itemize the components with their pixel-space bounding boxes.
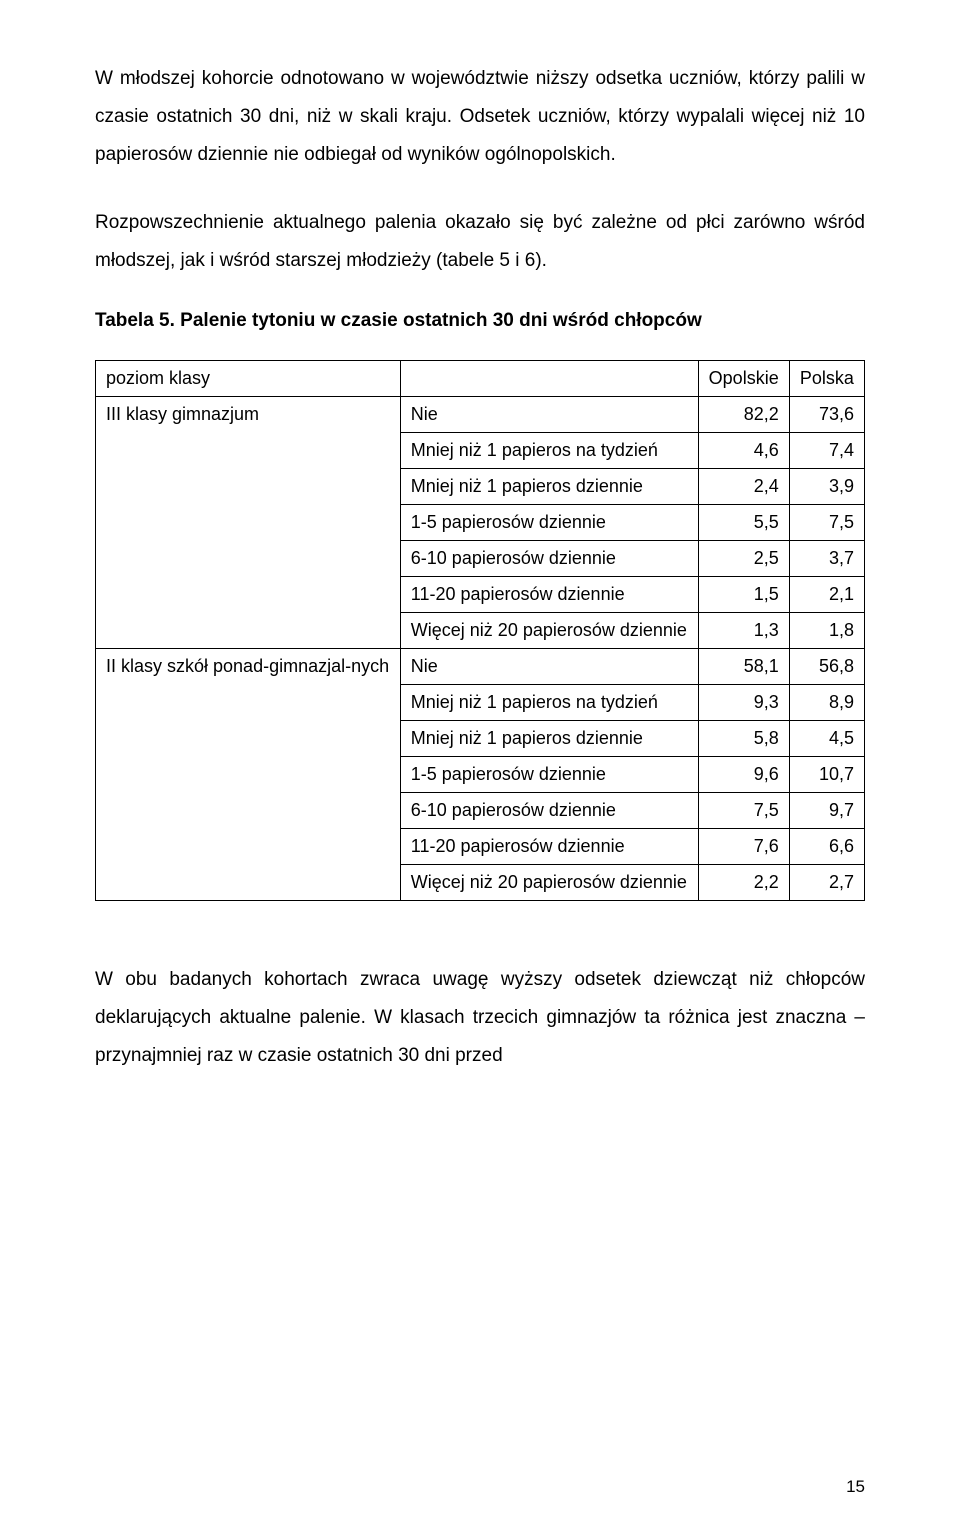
cell-value: 7,5 xyxy=(698,793,789,829)
cell-value: 1,3 xyxy=(698,613,789,649)
col-header-polska: Polska xyxy=(789,361,864,397)
row-label: Więcej niż 20 papierosów dziennie xyxy=(400,613,698,649)
cell-value: 7,5 xyxy=(789,505,864,541)
row-label: 1-5 papierosów dziennie xyxy=(400,505,698,541)
page-number: 15 xyxy=(846,1477,865,1497)
cell-value: 3,7 xyxy=(789,541,864,577)
cell-value: 2,7 xyxy=(789,865,864,901)
col-header-opolskie: Opolskie xyxy=(698,361,789,397)
row-label: Mniej niż 1 papieros na tydzień xyxy=(400,685,698,721)
row-label: 6-10 papierosów dziennie xyxy=(400,541,698,577)
row-label: Mniej niż 1 papieros dziennie xyxy=(400,469,698,505)
cell-value: 4,5 xyxy=(789,721,864,757)
cell-value: 2,2 xyxy=(698,865,789,901)
cell-value: 1,8 xyxy=(789,613,864,649)
row-label: 6-10 papierosów dziennie xyxy=(400,793,698,829)
row-label: Nie xyxy=(400,397,698,433)
row-label: Więcej niż 20 papierosów dziennie xyxy=(400,865,698,901)
cell-value: 3,9 xyxy=(789,469,864,505)
table-header-row: poziom klasy Opolskie Polska xyxy=(96,361,865,397)
page: W młodszej kohorcie odnotowano w wojewód… xyxy=(0,0,960,1537)
cell-value: 2,4 xyxy=(698,469,789,505)
cell-value: 2,5 xyxy=(698,541,789,577)
row-label: Mniej niż 1 papieros na tydzień xyxy=(400,433,698,469)
table-row: III klasy gimnazjum Nie 82,2 73,6 xyxy=(96,397,865,433)
cell-value: 73,6 xyxy=(789,397,864,433)
cell-value: 10,7 xyxy=(789,757,864,793)
cell-value: 7,6 xyxy=(698,829,789,865)
paragraph-3: W obu badanych kohortach zwraca uwagę wy… xyxy=(95,961,865,1075)
cell-value: 82,2 xyxy=(698,397,789,433)
row-label: 1-5 papierosów dziennie xyxy=(400,757,698,793)
table-caption: Tabela 5. Palenie tytoniu w czasie ostat… xyxy=(95,310,865,332)
cell-value: 8,9 xyxy=(789,685,864,721)
cell-value: 9,6 xyxy=(698,757,789,793)
cell-value: 1,5 xyxy=(698,577,789,613)
group2-label: II klasy szkół ponad-gimnazjal-nych xyxy=(96,649,401,901)
cell-value: 58,1 xyxy=(698,649,789,685)
paragraph-1: W młodszej kohorcie odnotowano w wojewód… xyxy=(95,60,865,174)
cell-value: 2,1 xyxy=(789,577,864,613)
table-row: II klasy szkół ponad-gimnazjal-nych Nie … xyxy=(96,649,865,685)
row-label: 11-20 papierosów dziennie xyxy=(400,577,698,613)
group1-label: III klasy gimnazjum xyxy=(96,397,401,649)
cell-value: 9,3 xyxy=(698,685,789,721)
cell-value: 5,8 xyxy=(698,721,789,757)
header-level-cell: poziom klasy xyxy=(96,361,401,397)
row-label: 11-20 papierosów dziennie xyxy=(400,829,698,865)
cell-value: 5,5 xyxy=(698,505,789,541)
row-label: Mniej niż 1 papieros dziennie xyxy=(400,721,698,757)
cell-value: 6,6 xyxy=(789,829,864,865)
cell-value: 9,7 xyxy=(789,793,864,829)
data-table: poziom klasy Opolskie Polska III klasy g… xyxy=(95,360,865,901)
header-empty-cell xyxy=(400,361,698,397)
cell-value: 4,6 xyxy=(698,433,789,469)
cell-value: 56,8 xyxy=(789,649,864,685)
paragraph-2: Rozpowszechnienie aktualnego palenia oka… xyxy=(95,204,865,280)
cell-value: 7,4 xyxy=(789,433,864,469)
row-label: Nie xyxy=(400,649,698,685)
